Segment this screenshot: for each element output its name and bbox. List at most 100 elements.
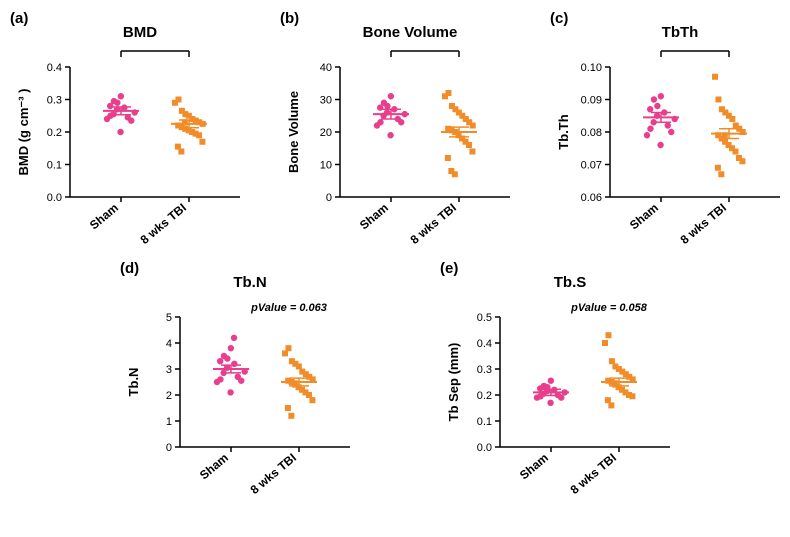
- y-tick-label: 0: [166, 442, 172, 454]
- data-point: [117, 129, 123, 135]
- data-point: [118, 93, 124, 99]
- data-point: [224, 355, 230, 361]
- data-point: [107, 103, 113, 109]
- y-tick-label: 3: [166, 364, 172, 376]
- y-tick-label: 0.10: [581, 62, 602, 74]
- data-point: [452, 171, 458, 177]
- data-point: [231, 335, 237, 341]
- data-point: [665, 122, 671, 128]
- y-tick-label: 0.0: [477, 442, 492, 454]
- chart-title: Tb.N: [120, 274, 380, 291]
- y-tick-label: 20: [320, 127, 332, 139]
- x-category-label: Sham: [197, 451, 231, 483]
- y-tick-label: 1: [166, 416, 172, 428]
- data-point: [466, 142, 472, 148]
- data-point: [282, 350, 288, 356]
- y-tick-label: 30: [320, 95, 332, 107]
- chart-title: TbTh: [550, 24, 790, 41]
- data-point: [227, 389, 233, 395]
- data-point: [651, 96, 657, 102]
- data-point: [657, 142, 663, 148]
- panel-label: (e): [440, 260, 458, 277]
- data-point: [609, 358, 615, 364]
- data-point: [548, 378, 554, 384]
- data-point: [715, 165, 721, 171]
- data-point: [470, 123, 476, 129]
- data-point: [718, 171, 724, 177]
- x-category-label: Sham: [627, 201, 661, 233]
- data-point: [285, 345, 291, 351]
- x-category-label: Sham: [357, 201, 391, 233]
- y-tick-label: 0.08: [581, 127, 602, 139]
- data-point: [306, 392, 312, 398]
- pvalue-annotation: pValue = 0.063: [250, 302, 327, 314]
- chart-e: 0.00.10.20.30.40.5Tb Sep (mm)Sham8 wks T…: [440, 293, 700, 523]
- data-point: [537, 385, 543, 391]
- data-point: [128, 117, 134, 123]
- y-tick-label: 0.06: [581, 192, 602, 204]
- data-point: [654, 103, 660, 109]
- data-point: [178, 149, 184, 155]
- panel-label: (a): [10, 10, 28, 27]
- sig-asterisk: *: [421, 43, 428, 53]
- chart-d: 012345Tb.NSham8 wks TBIpValue = 0.063: [120, 293, 380, 523]
- data-point: [445, 90, 451, 96]
- data-point: [217, 376, 223, 382]
- y-tick-label: 0.07: [581, 160, 602, 172]
- data-point: [644, 132, 650, 138]
- data-point: [238, 378, 244, 384]
- y-axis-title: Bone Volume: [286, 91, 301, 173]
- sig-asterisk: *: [151, 43, 158, 53]
- data-point: [114, 100, 120, 106]
- panel-a: (a)BMD0.00.10.20.30.4BMD (g cm⁻³ )Sham8 …: [10, 10, 270, 260]
- data-point: [602, 340, 608, 346]
- y-axis-title: Tb Sep (mm): [446, 343, 461, 422]
- y-tick-label: 40: [320, 62, 332, 74]
- y-tick-label: 10: [320, 160, 332, 172]
- y-tick-label: 2: [166, 390, 172, 402]
- panel-label: (c): [550, 10, 568, 27]
- panel-label: (d): [120, 260, 139, 277]
- data-point: [398, 119, 404, 125]
- data-point: [647, 126, 653, 132]
- x-category-label: 8 wks TBI: [248, 451, 299, 497]
- data-point: [228, 345, 234, 351]
- chart-title: BMD: [10, 24, 270, 41]
- panel-d: (d)Tb.N012345Tb.NSham8 wks TBIpValue = 0…: [120, 260, 380, 530]
- x-category-label: 8 wks TBI: [408, 201, 459, 247]
- y-axis-title: Tb.N: [126, 368, 141, 397]
- pvalue-annotation: pValue = 0.058: [570, 302, 648, 314]
- data-point: [217, 358, 223, 364]
- y-tick-label: 0: [326, 192, 332, 204]
- chart-b: 0 10 20 30 40 Bone Volume Sham 8 wks TBI *: [280, 43, 540, 273]
- y-tick-label: 0.4: [477, 338, 492, 350]
- y-tick-label: 0.09: [581, 95, 602, 107]
- data-point: [231, 361, 237, 367]
- chart-a: 0.00.10.20.30.4BMD (g cm⁻³ )Sham8 wks TB…: [10, 43, 270, 273]
- figure-grid: (a)BMD 0.0 0.1 0.2 0.3 0.4 BMD (g cm⁻³ ) Sham 8 …: [10, 10, 780, 530]
- y-tick-label: 0.2: [477, 390, 492, 402]
- data-point: [285, 405, 291, 411]
- data-point: [445, 155, 451, 161]
- data-point: [658, 93, 664, 99]
- data-point: [387, 132, 393, 138]
- y-tick-label: 0.3: [47, 95, 62, 107]
- data-point: [729, 116, 735, 122]
- chart-title: Bone Volume: [280, 24, 540, 41]
- y-tick-label: 0.4: [47, 62, 62, 74]
- data-point: [732, 149, 738, 155]
- data-point: [199, 139, 205, 145]
- y-tick-label: 0.5: [477, 312, 492, 324]
- data-point: [668, 129, 674, 135]
- data-point: [739, 158, 745, 164]
- x-category-label: Sham: [517, 451, 551, 483]
- data-point: [388, 93, 394, 99]
- y-tick-label: 0.1: [47, 160, 62, 172]
- y-axis-title: BMD (g cm⁻³ ): [16, 88, 31, 175]
- data-point: [605, 397, 611, 403]
- x-category-label: Sham: [87, 201, 121, 233]
- y-tick-label: 0.0: [47, 192, 62, 204]
- data-point: [712, 74, 718, 80]
- data-point: [629, 393, 635, 399]
- data-point: [647, 106, 653, 112]
